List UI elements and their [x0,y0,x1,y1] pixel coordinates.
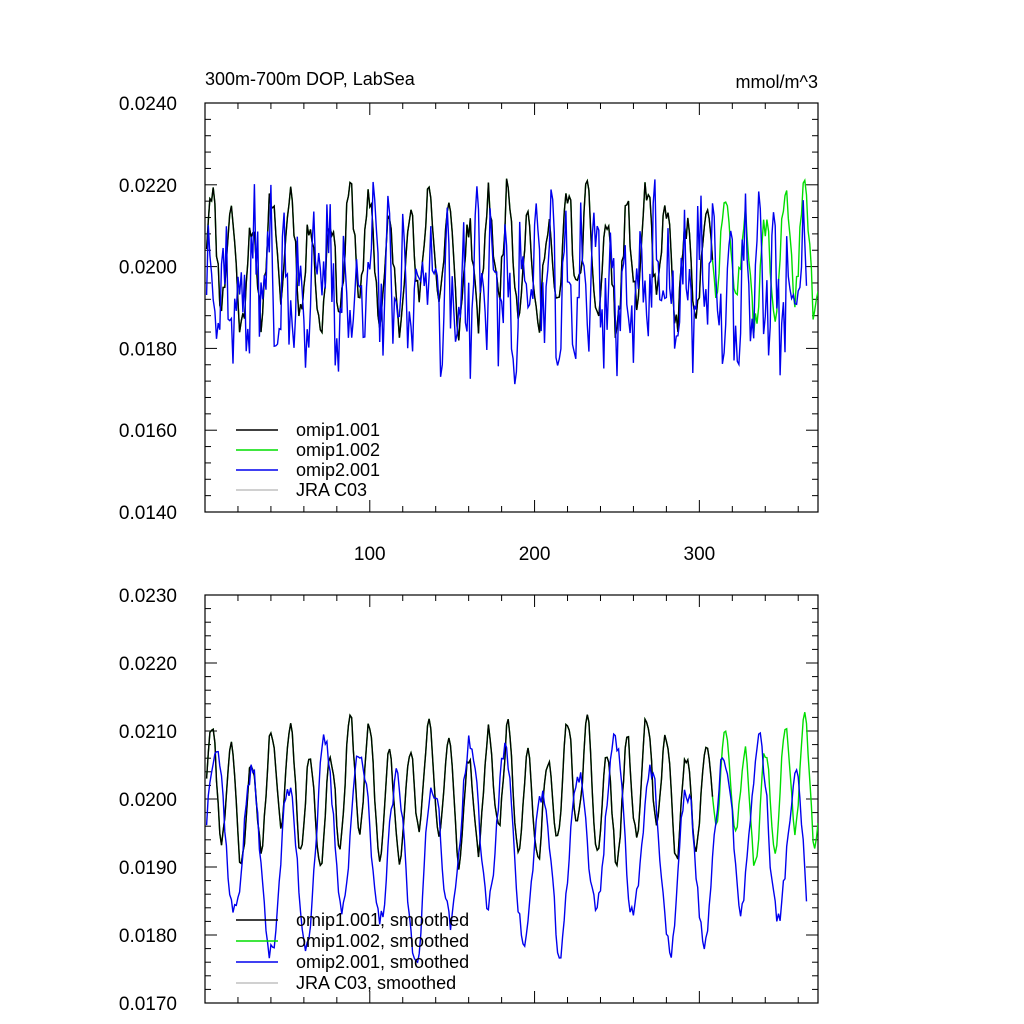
plot-frame [204,102,819,513]
y-tick-label: 0.0220 [119,654,177,675]
x-tick-label: 300 [684,544,716,565]
y-tick-label: 0.0200 [119,790,177,811]
series-line-omip2-001 [205,179,808,385]
y-tick-label: 0.0200 [119,258,177,279]
series-line-omip2-001-smoothed [205,731,808,964]
series-line-omip1-001 [205,178,714,341]
y-tick-label: 0.0220 [119,176,177,197]
y-tick-label: 0.0180 [119,339,177,360]
legend-label: omip1.002, smoothed [296,931,469,951]
series-line-omip1-001-smoothed [205,713,714,870]
y-tick-label: 0.0230 [119,586,177,607]
y-tick-label: 0.0160 [119,421,177,442]
units-label: mmol/m^3 [736,72,818,92]
legend-label: omip2.001 [296,460,380,480]
y-tick-label: 0.0170 [119,994,177,1015]
x-tick-label: 200 [519,544,551,565]
y-tick-label: 0.0140 [119,503,177,524]
y-tick-label: 0.0190 [119,858,177,879]
legend-label: JRA C03, smoothed [296,973,456,993]
x-tick-label: 100 [354,544,386,565]
y-tick-label: 0.0240 [119,94,177,115]
y-tick-label: 0.0210 [119,722,177,743]
legend-label: omip1.001 [296,420,380,440]
legend-label: omip1.002 [296,440,380,460]
panel-1: 0.0140 0.0160 0.0180 0.0200 0.0220 0.0240 100 2… [119,69,819,565]
chart-title: 300m-700m DOP, LabSea [205,69,416,89]
legend-label: omip2.001, smoothed [296,952,469,972]
legend-label: omip1.001, smoothed [296,910,469,930]
legend-label: JRA C03 [296,480,367,500]
panel-2: 0.0170 0.0180 0.0190 0.0200 0.0210 0.0220 0.02… [119,586,819,1015]
y-tick-label: 0.0180 [119,926,177,947]
